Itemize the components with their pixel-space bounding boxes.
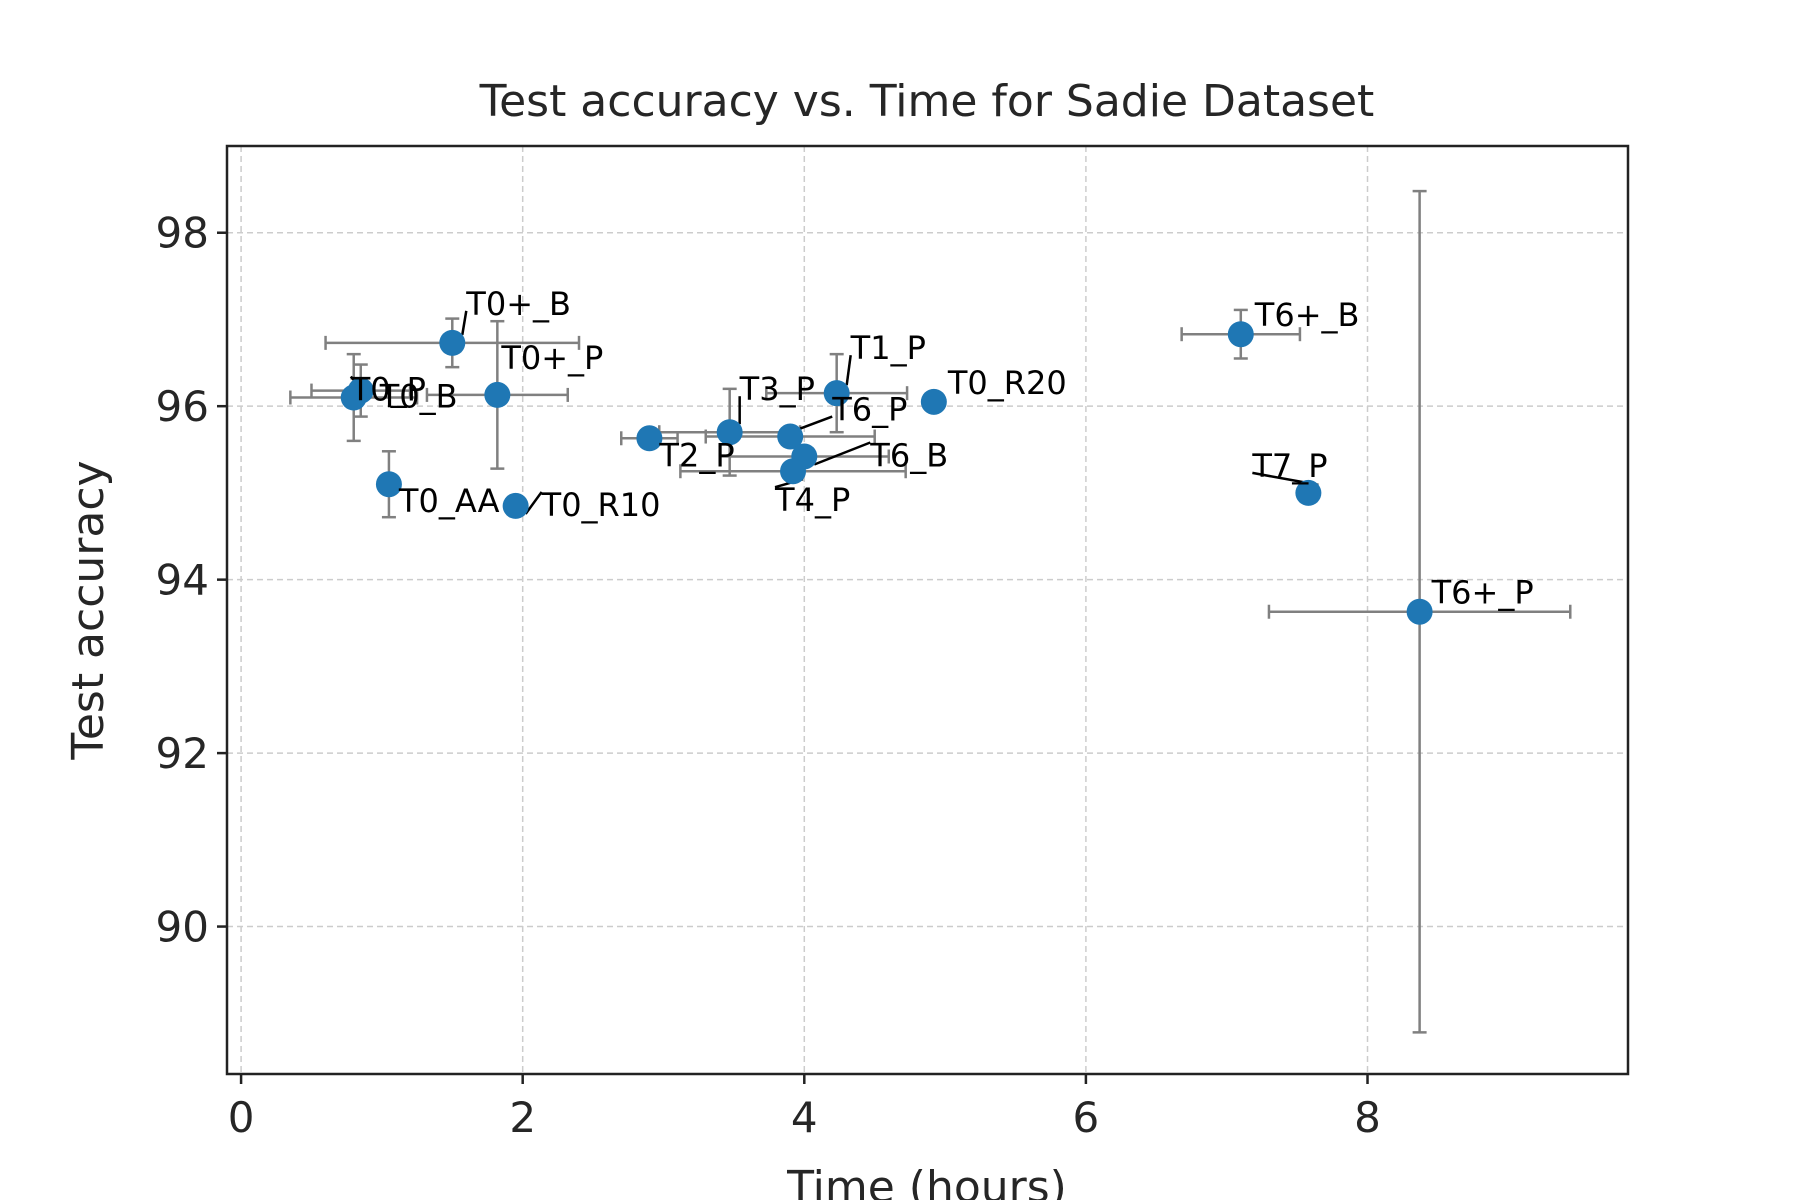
point-label: T0_B [379,378,458,416]
point-label: T0+_B [465,285,571,323]
grid [227,146,1628,1074]
axis-ticks: 0 2 4 6 8 90 92 94 96 98 [156,209,1381,1142]
point-label: T6_B [869,436,948,474]
point-label: T0_R10 [541,486,661,524]
point-label: T6_P [831,391,907,429]
point-label: T1_P [850,329,926,367]
data-point [780,458,807,485]
data-point [375,471,402,498]
label-leader [813,441,871,466]
data-point [484,381,511,408]
data-point [340,384,367,411]
data-point [777,423,804,450]
data-point [1295,479,1322,506]
x-tick-label: 0 [228,1093,255,1142]
point-label: T0_AA [398,482,500,520]
point-label: T3_P [739,370,815,408]
x-tick-label: 4 [791,1093,818,1142]
point-label: T0+_P [500,339,603,377]
data-point [636,425,663,452]
data-point [823,380,850,407]
y-tick-label: 90 [156,903,209,952]
data-points [340,321,1433,625]
label-leader [461,310,468,336]
data-point [1406,598,1433,625]
y-tick-label: 98 [156,209,209,258]
point-label: T4_P [774,481,850,519]
point-labels: T0+_B T0_PT0_B T0+_P T0_AA T0_R10 T2_PT3_P T1_… [350,285,1534,612]
x-tick-label: 8 [1354,1093,1381,1142]
y-tick-label: 94 [156,556,209,605]
label-leader [524,491,543,515]
data-point [439,329,466,356]
point-label: T0_P [350,371,426,409]
data-point [920,388,947,415]
y-axis-label: Test accuracy [63,460,114,760]
chart-title: Test accuracy vs. Time for Sadie Dataset [479,76,1375,127]
point-label: T6+_B [1254,296,1360,334]
point-label: T2_P [658,436,734,474]
data-point [716,419,743,446]
point-label: T0_R20 [947,364,1067,402]
y-tick-label: 92 [156,729,209,778]
point-label: T6+_P [1431,574,1534,612]
plot-frame [225,144,1630,1076]
x-tick-label: 2 [509,1093,536,1142]
x-tick-label: 6 [1073,1093,1100,1142]
data-point [1227,321,1254,348]
y-tick-label: 96 [156,382,209,431]
data-point [502,492,529,519]
label-leader [799,415,833,430]
point-label: T7_P [1251,447,1327,485]
x-axis-label: Time (hours) [786,1162,1067,1200]
label-leader [845,355,852,386]
